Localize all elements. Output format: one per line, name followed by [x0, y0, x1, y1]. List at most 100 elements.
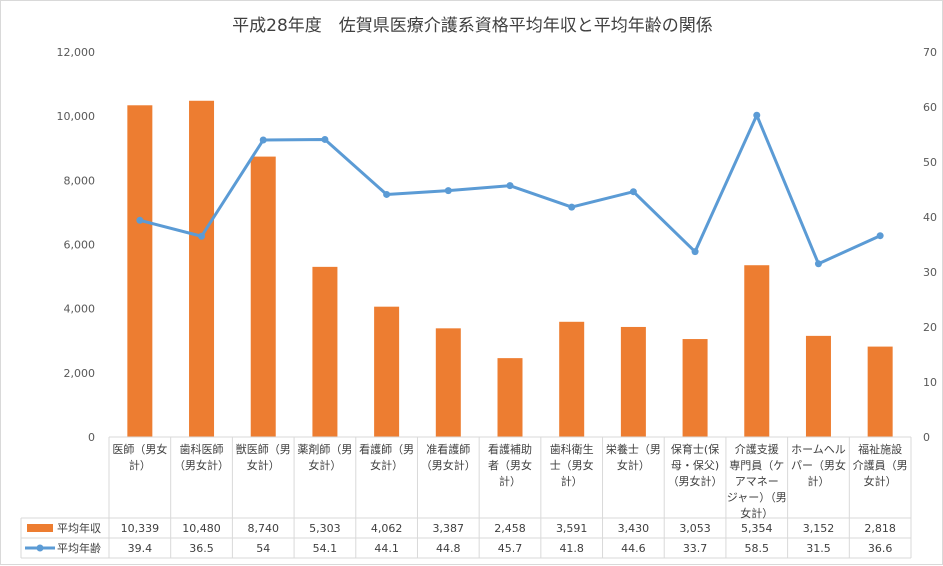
bar [682, 339, 708, 437]
table-value-age: 31.5 [806, 542, 831, 555]
line-point [383, 190, 391, 198]
chart-title: 平成28年度 佐賀県医療介護系資格平均年収と平均年齢の関係 [232, 16, 713, 36]
bar [312, 266, 338, 437]
y-right-tick-label: 60 [923, 101, 937, 114]
category-label: 薬剤師（男 [297, 442, 352, 456]
line-point [506, 182, 514, 190]
category-label: 福祉施設 [858, 442, 902, 456]
bar [805, 335, 831, 437]
table-value-age: 39.4 [128, 542, 153, 555]
table-value-income: 2,458 [494, 522, 526, 535]
category-label: 女計） [864, 474, 897, 488]
bar [620, 326, 646, 437]
table-value-income: 3,152 [803, 522, 835, 535]
category-label: 女計） [740, 506, 773, 520]
category-label: 歯科医師 [180, 442, 224, 456]
table-value-age: 58.5 [745, 542, 770, 555]
y-left-tick-label: 4,000 [64, 303, 96, 316]
category-label: 計） [561, 474, 583, 488]
category-label: 女計） [617, 458, 650, 472]
y-left-tick-label: 6,000 [64, 239, 96, 252]
bar [189, 100, 215, 438]
bar [435, 328, 461, 437]
category-label: 介護員（男 [853, 458, 908, 472]
category-label: 専門員（ケ [729, 459, 784, 472]
line-point [321, 135, 329, 143]
category-label: 獣医師（男 [236, 442, 291, 456]
table-value-age: 44.1 [374, 542, 399, 555]
y-left-tick-label: 0 [88, 431, 95, 444]
category-label: 医師（男女 [112, 442, 167, 456]
table-value-age: 45.7 [498, 542, 523, 555]
y-right-tick-label: 0 [923, 431, 930, 444]
category-label: 計） [807, 474, 829, 488]
table-value-income: 5,354 [741, 522, 773, 535]
category-label: 者（男女 [488, 458, 532, 472]
category-label: 看護補助 [488, 442, 532, 456]
y-right-tick-label: 70 [923, 46, 937, 59]
category-label: （男女計） [668, 474, 723, 488]
table-value-age: 54 [256, 542, 270, 555]
table-value-income: 4,062 [371, 522, 403, 535]
line-point [198, 232, 206, 240]
table-value-income: 3,591 [556, 522, 588, 535]
category-label: 看護師（男 [359, 442, 414, 456]
line-point [753, 111, 761, 119]
category-label: 士（男女 [550, 458, 594, 472]
bar [867, 346, 893, 437]
line-point [444, 187, 452, 195]
legend-key-bar [27, 524, 53, 532]
legend-label-income: 平均年収 [57, 521, 101, 535]
table-value-age: 54.1 [313, 542, 338, 555]
legend-label-age: 平均年齢 [57, 541, 101, 555]
table-value-age: 36.5 [189, 542, 214, 555]
category-label: ホームヘル [791, 443, 846, 456]
table-value-income: 3,430 [618, 522, 650, 535]
bar [559, 321, 585, 437]
y-right-tick-label: 30 [923, 266, 937, 279]
table-value-age: 36.6 [868, 542, 893, 555]
table-value-age: 44.8 [436, 542, 461, 555]
category-label: パー（男女 [791, 458, 846, 472]
y-left-tick-label: 10,000 [57, 110, 96, 123]
table-value-income: 10,480 [182, 522, 221, 535]
category-label: ジャー）（男 [727, 491, 787, 504]
y-right-tick-label: 10 [923, 376, 937, 389]
table-value-income: 10,339 [121, 522, 160, 535]
category-label: （男女計） [421, 458, 476, 472]
bar [497, 358, 523, 437]
bar [374, 306, 400, 437]
category-label: 准看護師 [426, 442, 470, 456]
category-label: 栄養士（男 [606, 442, 661, 456]
table-value-age: 41.8 [559, 542, 584, 555]
table-value-income: 5,303 [309, 522, 341, 535]
bar [127, 105, 153, 438]
line-point [691, 248, 699, 256]
category-label: 計） [129, 458, 151, 472]
y-left-tick-label: 12,000 [57, 46, 96, 59]
y-right-tick-label: 40 [923, 211, 937, 224]
table-value-age: 44.6 [621, 542, 646, 555]
category-label: 母・保父) [671, 458, 719, 472]
category-label: 保育士(保 [671, 442, 719, 456]
category-label: アマネー [735, 475, 779, 488]
bar [250, 156, 276, 437]
category-label: 計） [499, 474, 521, 488]
y-left-tick-label: 8,000 [64, 174, 96, 187]
table-value-income: 3,387 [433, 522, 465, 535]
table-value-income: 2,818 [864, 522, 896, 535]
bar [744, 265, 770, 437]
category-label: 歯科衛生 [550, 442, 594, 456]
line-point [814, 260, 822, 268]
line-point [136, 216, 144, 224]
line-point [259, 136, 267, 144]
category-label: 女計） [370, 458, 403, 472]
line-point [568, 203, 576, 211]
legend-key-marker [36, 544, 44, 552]
table-value-age: 33.7 [683, 542, 708, 555]
category-label: 女計） [247, 458, 280, 472]
y-left-tick-label: 2,000 [64, 367, 96, 380]
table-value-income: 3,053 [679, 522, 711, 535]
table-value-income: 8,740 [247, 522, 279, 535]
